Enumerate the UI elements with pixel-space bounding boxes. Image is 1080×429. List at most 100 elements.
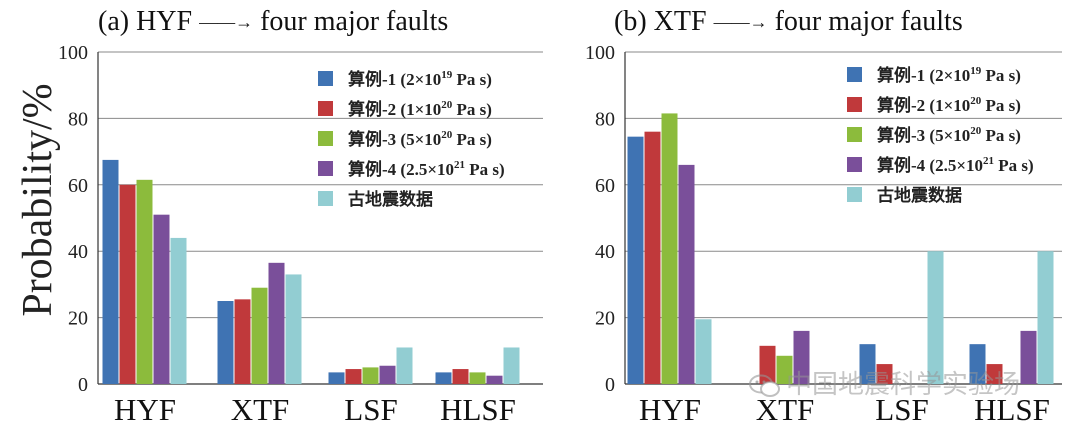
legend-label-unit: Pa s) [981,126,1021,145]
watermark: 中国地震科学实验场 [748,364,1020,401]
legend-label: 算例-2 (1×1020 Pa s) [347,99,492,119]
bar [1037,251,1054,384]
legend-label: 算例-1 (2×1019 Pa s) [876,65,1021,85]
legend-label-exponent: 21 [454,159,465,171]
bar [396,347,413,384]
watermark-text: 中国地震科学实验场 [786,370,1021,400]
bar [927,251,944,384]
y-axis-label: Probability/% [15,83,61,317]
bar [102,159,119,384]
y-tick-label: 100 [58,42,88,64]
legend-label-text: 算例-4 (2.5×10 [876,155,983,175]
legend-swatch [847,157,862,172]
legend-label: 古地震数据 [348,189,433,209]
bar [379,365,396,384]
legend-label-unit: Pa s) [452,130,492,149]
bar [644,131,661,384]
bar [136,179,153,384]
chart-title-prefix: (a) [98,6,136,37]
chart-title-arrow: ——→ [198,12,253,32]
legend-label: 算例-4 (2.5×1021 Pa s) [876,155,1034,175]
legend-label-exponent: 21 [983,155,994,167]
bar [452,369,469,384]
y-tick-label: 80 [595,108,615,130]
bar [503,347,520,384]
y-tick-label: 80 [68,108,88,130]
chart-title-source: XTF [654,6,714,37]
bar [627,136,644,384]
bar [435,372,452,384]
y-tick-label: 40 [595,241,615,263]
x-tick-label: LSF [875,392,928,427]
legend-label-text: 算例-1 (2×10 [347,69,441,89]
y-tick-label: 40 [68,241,88,263]
legend-label: 古地震数据 [877,185,962,205]
bar [661,113,678,385]
bar [328,372,345,384]
legend-swatch [318,161,333,176]
chart-title-prefix: (b) [614,6,654,37]
bar [469,372,486,384]
bar [170,237,187,384]
bar [251,287,268,384]
bar [285,274,302,384]
legend-label: 算例-3 (5×1020 Pa s) [347,129,492,149]
legend-swatch [847,67,862,82]
legend-label: 算例-2 (1×1020 Pa s) [876,95,1021,115]
bar [345,369,362,384]
chart-title: (b) XTF ——→ four major faults [614,6,963,37]
bar [859,344,876,384]
y-tick-label: 0 [605,374,615,396]
legend-swatch [847,187,862,202]
y-tick-label: 20 [68,308,88,330]
chart-title-target: four major faults [253,6,448,37]
wechat-icon [749,374,780,397]
bar [486,375,503,384]
legend-label-exponent: 19 [970,65,982,77]
x-tick-label: XTF [756,392,815,427]
y-tick-label: 60 [68,175,88,197]
legend-label-exponent: 19 [441,69,453,81]
legend-label-unit: Pa s) [981,96,1021,115]
legend-label-unit: Pa s) [452,70,492,89]
legend-swatch [847,127,862,142]
x-tick-label: HYF [114,392,176,427]
legend-swatch [318,71,333,86]
bar [153,214,170,384]
legend-label-text: 算例-4 (2.5×10 [347,159,454,179]
bar [268,262,285,384]
legend-label-text: 算例-2 (1×10 [347,99,441,119]
y-tick-label: 60 [595,175,615,197]
legend-label-text: 古地震数据 [877,185,962,205]
x-tick-label: HLSF [974,392,1050,427]
bar [362,367,379,384]
y-tick-label: 0 [78,374,88,396]
bar [678,164,695,384]
bar [776,355,793,384]
legend-swatch [847,97,862,112]
legend-label: 算例-1 (2×1019 Pa s) [347,69,492,89]
chart-title-target: four major faults [768,6,963,37]
legend-label-unit: Pa s) [994,156,1034,175]
bar [1020,330,1037,384]
legend-swatch [318,131,333,146]
bar [234,299,251,384]
x-tick-label: HYF [639,392,701,427]
bar [986,364,1003,384]
chart-title: (a) HYF ——→ four major faults [98,6,448,37]
legend-label-text: 算例-1 (2×10 [876,65,970,85]
legend-label-unit: Pa s) [981,66,1021,85]
bar [119,184,136,384]
bar [695,319,712,384]
y-tick-label: 20 [595,308,615,330]
legend-swatch [318,191,333,206]
bar [969,344,986,384]
legend-label-text: 算例-3 (5×10 [347,129,441,149]
legend-label-text: 算例-2 (1×10 [876,95,970,115]
legend-label-exponent: 20 [970,95,982,107]
legend-label-unit: Pa s) [452,100,492,119]
legend-swatch [318,101,333,116]
legend-label-exponent: 20 [441,99,453,111]
legend-label: 算例-4 (2.5×1021 Pa s) [347,159,505,179]
